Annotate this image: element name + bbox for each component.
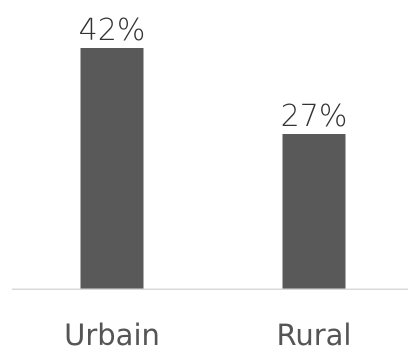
category-label-urbain: Urbain [64, 318, 160, 352]
value-labels-group: 42% 27% [79, 13, 348, 134]
category-labels-group: Urbain Rural [64, 318, 351, 352]
value-label-rural: 27% [281, 99, 348, 134]
bar-rural [282, 134, 346, 289]
value-label-urbain: 42% [79, 13, 146, 48]
bars-group [80, 48, 346, 290]
category-label-rural: Rural [277, 318, 352, 352]
bar-urbain [80, 48, 144, 290]
